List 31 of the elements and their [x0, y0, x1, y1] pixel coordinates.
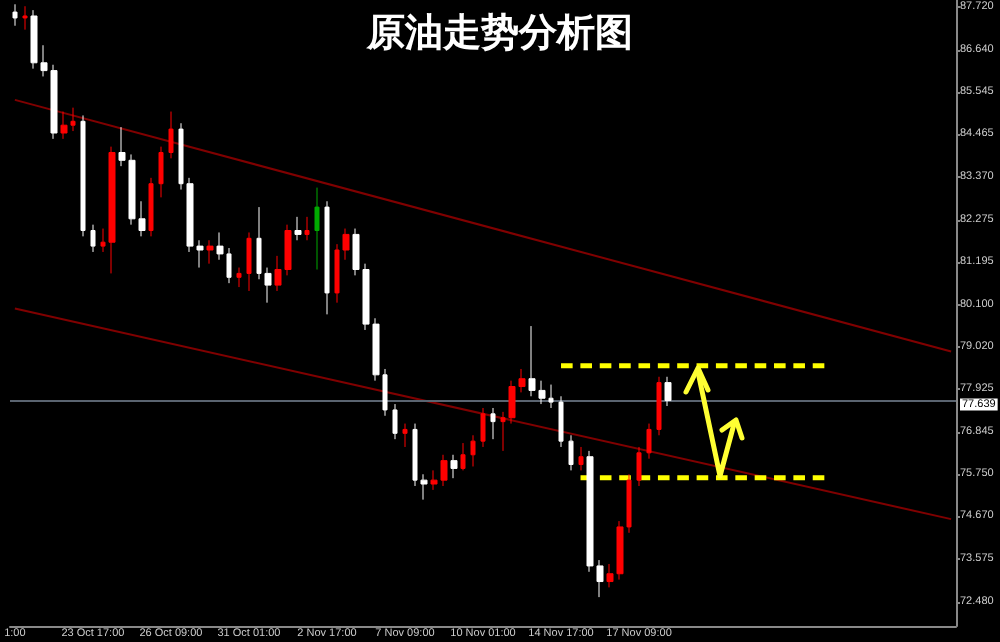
candlestick [578, 446, 584, 471]
candlestick [294, 216, 302, 241]
candlestick [314, 187, 320, 271]
candlestick [324, 200, 330, 315]
candlestick [158, 146, 164, 198]
candlestick [656, 376, 662, 436]
candlestick [90, 224, 96, 253]
candlestick [22, 5, 28, 31]
candlestick [568, 434, 574, 471]
candlestick [12, 3, 18, 27]
candlestick [304, 216, 310, 241]
candlestick [664, 376, 672, 407]
candlestick [60, 111, 68, 140]
candlestick [168, 111, 174, 159]
candlestick [402, 423, 408, 448]
candlestick [558, 395, 564, 448]
candlestick [392, 403, 398, 440]
candlestick [206, 239, 214, 265]
candlestick [490, 407, 496, 440]
candlestick [450, 454, 458, 479]
candlestick [236, 267, 242, 288]
candlestick [460, 442, 466, 471]
candlestick [636, 446, 642, 487]
candlestick [80, 114, 86, 237]
candlestick [148, 177, 154, 237]
candlestick [470, 434, 476, 467]
candlestick [246, 231, 252, 292]
candlestick [108, 146, 116, 274]
candlestick [646, 423, 652, 460]
chart-title: 原油走势分析图 [365, 11, 633, 55]
candlestick [480, 407, 486, 448]
